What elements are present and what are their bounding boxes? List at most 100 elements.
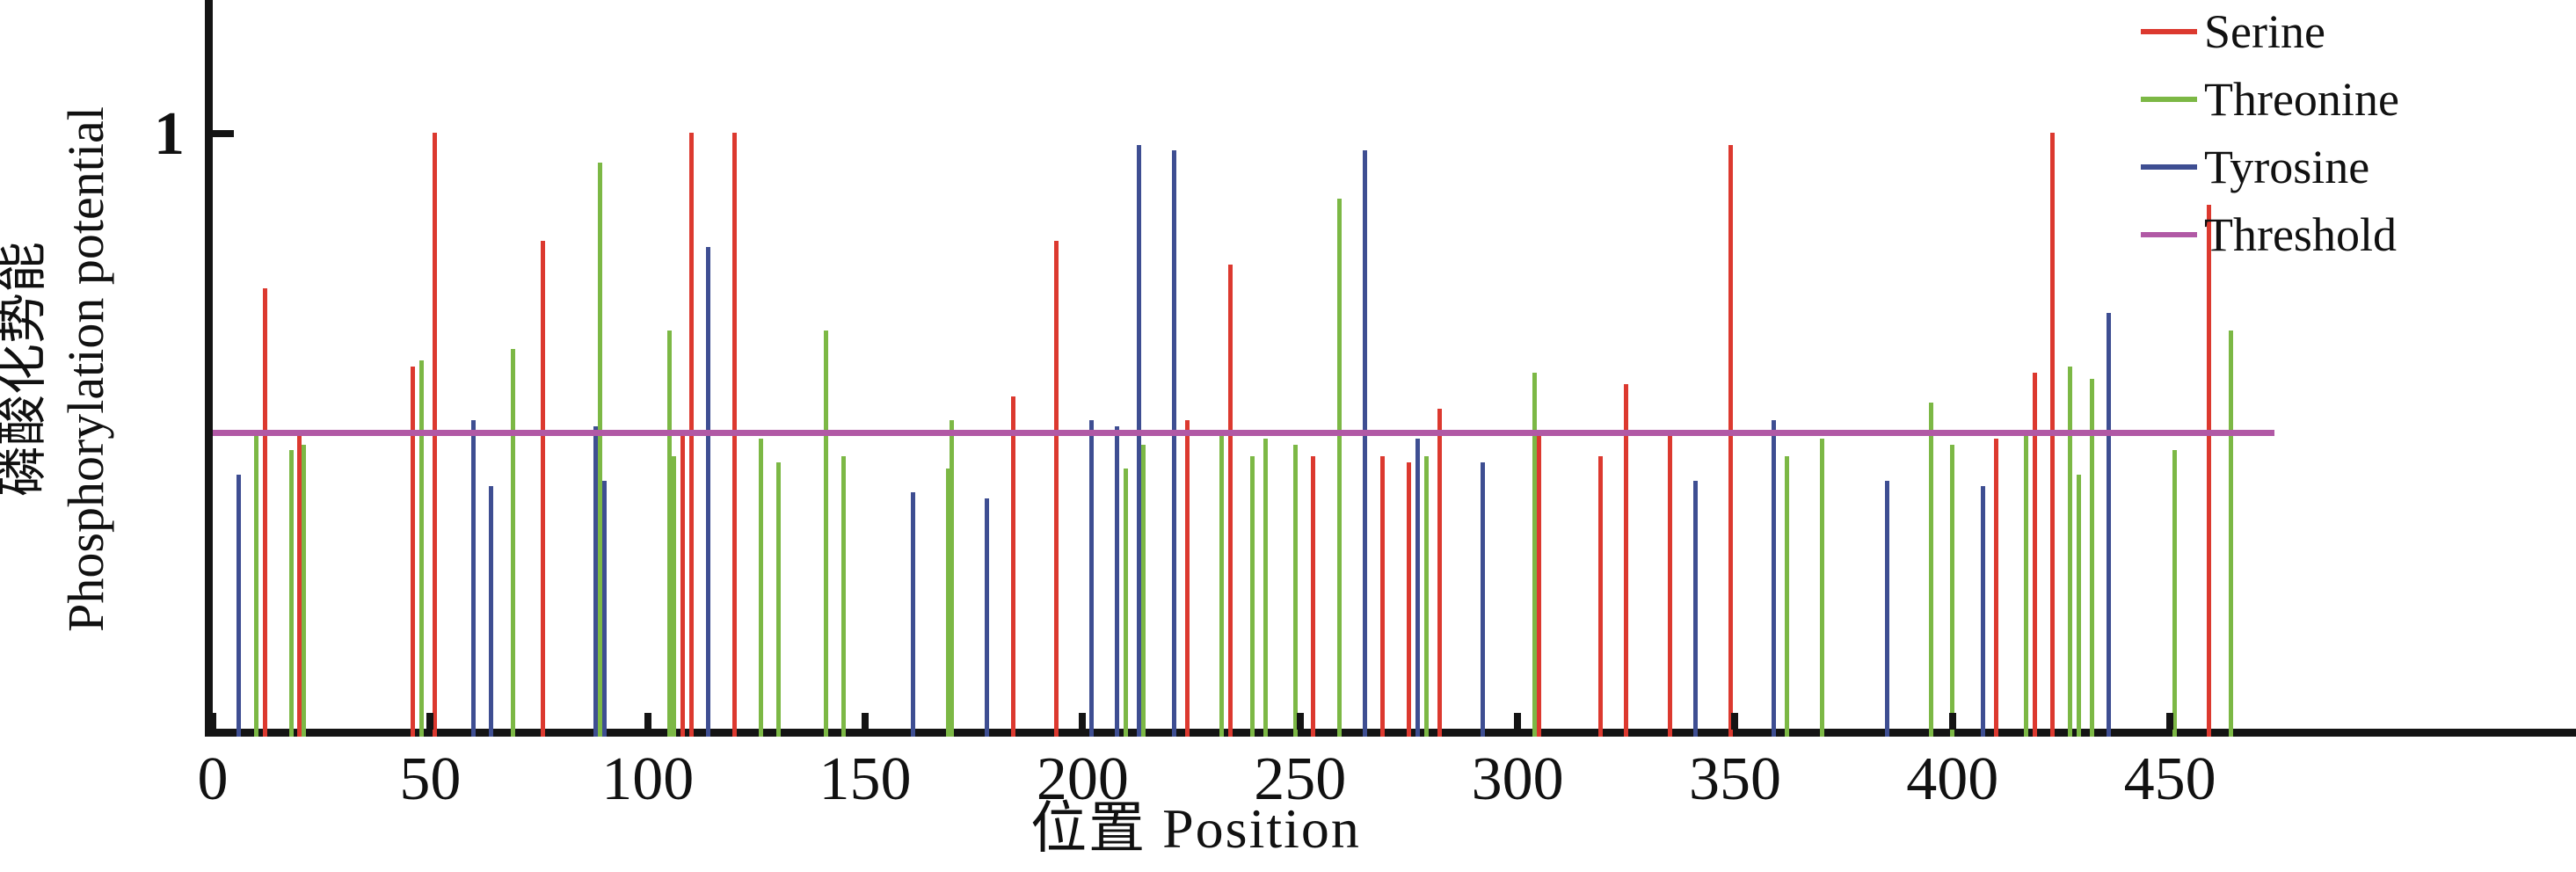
x-tick-label-200: 200 (1036, 745, 1129, 813)
stem-threonine (2067, 366, 2072, 737)
stem-threonine (1819, 438, 1824, 737)
x-tick-mark-300 (1514, 713, 1522, 730)
legend-swatch-serine (2141, 29, 2197, 34)
stem-serine (541, 240, 546, 737)
x-tick-label-450: 450 (2123, 745, 2216, 813)
stem-serine (1010, 396, 1015, 737)
x-tick-label-300: 300 (1471, 745, 1564, 813)
stem-serine (1597, 456, 1603, 737)
x-tick-mark-250 (1296, 713, 1304, 730)
x-tick-mark-450 (2166, 713, 2174, 730)
x-tick-mark-350 (1731, 713, 1739, 730)
stem-serine (1184, 420, 1190, 737)
stem-serine (1437, 408, 1442, 737)
y-tick-label: 1 (154, 100, 185, 168)
stem-threonine (950, 420, 955, 737)
x-tick-label-50: 50 (399, 745, 462, 813)
stem-tyrosine (1363, 150, 1368, 737)
stem-serine (2033, 372, 2038, 737)
stem-serine (1728, 144, 1733, 737)
stem-threonine (2076, 474, 2081, 737)
stem-threonine (1141, 444, 1146, 737)
x-tick-label-0: 0 (197, 745, 229, 813)
stem-serine (297, 432, 302, 737)
stem-serine (1624, 384, 1629, 737)
stem-serine (262, 288, 267, 737)
x-tick-label-350: 350 (1688, 745, 1781, 813)
stem-threonine (302, 444, 307, 737)
stem-serine (1993, 438, 1998, 737)
stem-threonine (1785, 456, 1790, 737)
x-tick-mark-150 (862, 713, 870, 730)
stem-threonine (288, 450, 294, 737)
stem-serine (1406, 462, 1411, 737)
stem-threonine (840, 456, 846, 737)
stem-serine (1311, 456, 1316, 737)
legend-item-serine: Serine (2141, 5, 2325, 58)
x-tick-mark-200 (1079, 713, 1087, 730)
stem-threonine (758, 438, 763, 737)
stem-threonine (671, 456, 676, 737)
legend-swatch-threshold (2141, 232, 2197, 237)
stem-threonine (1293, 444, 1299, 737)
stem-serine (1537, 432, 1542, 737)
stem-tyrosine (910, 492, 915, 737)
legend-swatch-threonine (2141, 97, 2197, 102)
stem-tyrosine (706, 246, 711, 737)
stem-serine (2207, 204, 2212, 737)
stem-threonine (1532, 372, 1538, 737)
stem-tyrosine (1415, 438, 1420, 737)
stem-tyrosine (2107, 312, 2112, 737)
stem-threonine (1336, 199, 1342, 737)
stem-threonine (418, 360, 424, 737)
stem-threonine (597, 163, 602, 737)
stem-tyrosine (489, 486, 494, 737)
stem-threonine (1950, 444, 1955, 737)
stem-serine (411, 366, 416, 737)
stem-threonine (824, 331, 829, 737)
legend-item-threonine: Threonine (2141, 73, 2399, 126)
stem-tyrosine (471, 420, 477, 737)
stem-serine (1380, 456, 1386, 737)
stem-threonine (1124, 468, 1129, 737)
legend-label-threshold: Threshold (2204, 208, 2397, 261)
y-tick-mark (213, 130, 234, 137)
stem-tyrosine (1088, 420, 1094, 737)
stem-tyrosine (593, 426, 598, 737)
x-tick-mark-0 (209, 713, 216, 730)
y-axis-title-chinese: 磷酸化势能 (0, 242, 51, 498)
stem-serine (1228, 265, 1233, 737)
stem-threonine (1263, 438, 1268, 737)
stem-serine (680, 432, 685, 737)
x-tick-mark-50 (426, 713, 434, 730)
stem-tyrosine (1693, 480, 1699, 737)
x-axis-title: 位置 Position (1030, 797, 1361, 860)
stem-threonine (666, 331, 672, 737)
threshold-line (213, 430, 2274, 436)
stem-serine (1667, 432, 1672, 737)
stem-threonine (945, 468, 950, 737)
stem-tyrosine (1885, 480, 1890, 737)
stem-threonine (775, 462, 781, 737)
stem-tyrosine (236, 474, 242, 737)
legend-item-threshold: Threshold (2141, 208, 2397, 261)
legend-item-tyrosine: Tyrosine (2141, 141, 2369, 193)
x-tick-label-100: 100 (601, 745, 695, 813)
stem-tyrosine (1980, 486, 1985, 737)
stem-threonine (2172, 450, 2177, 737)
stem-threonine (2089, 378, 2094, 737)
stem-tyrosine (1137, 144, 1142, 737)
x-tick-label-250: 250 (1254, 745, 1347, 813)
stem-tyrosine (601, 480, 607, 737)
stem-tyrosine (1115, 426, 1120, 737)
x-axis-line (205, 729, 2576, 737)
legend-label-serine: Serine (2204, 5, 2325, 58)
x-tick-label-400: 400 (1906, 745, 1999, 813)
stem-tyrosine (1481, 462, 1486, 737)
stem-threonine (1249, 456, 1255, 737)
legend-swatch-tyrosine (2141, 164, 2197, 170)
stem-threonine (1219, 432, 1225, 737)
stem-serine (1054, 240, 1059, 737)
stem-tyrosine (985, 498, 990, 737)
